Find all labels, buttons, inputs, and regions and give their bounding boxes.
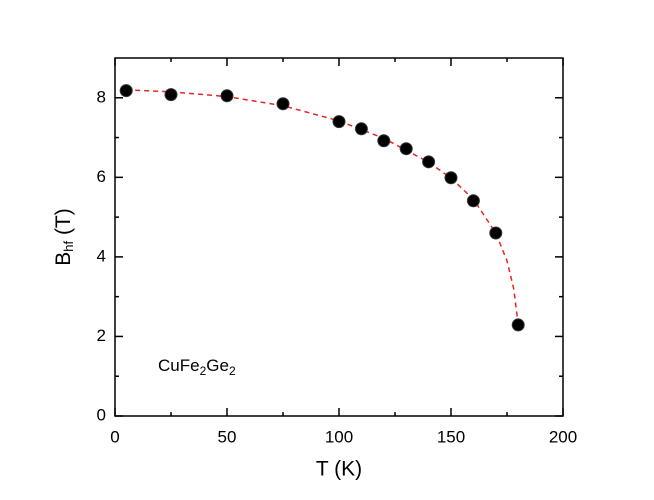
data-point [220,89,234,103]
y-tick-label: 8 [97,87,106,106]
data-point [466,194,480,208]
x-tick-label: 150 [437,427,465,446]
y-title-main: B [52,252,75,266]
data-point [119,84,133,98]
y-title-unit: (T) [52,208,75,241]
y-title-sub: hf [61,241,76,252]
data-point [164,88,178,102]
x-tick-label: 50 [218,427,237,446]
x-tick-label: 100 [325,427,353,446]
fit-line [126,89,519,325]
data-point [377,134,391,148]
data-point [422,155,436,169]
formula-sub: 2 [200,364,207,378]
y-tick-label: 0 [97,405,106,424]
formula-part: CuFe [158,356,200,375]
y-tick-label: 2 [97,326,106,345]
data-point [332,115,346,129]
data-point [276,97,290,111]
annotation: CuFe2Ge2 [158,356,236,378]
y-tick-label: 6 [97,167,106,186]
y-axis-title: Bhf (T) [52,208,77,266]
x-tick-label: 200 [549,427,577,446]
formula-part: Ge [206,356,229,375]
data-point [489,226,503,240]
x-axis-title: T (K) [316,458,362,481]
x-tick-label: 0 [110,427,119,446]
data-point [354,122,368,136]
data-point [399,142,413,156]
formula-sub: 2 [229,364,236,378]
y-tick-label: 4 [97,246,106,265]
data-point [444,171,458,185]
data-point [511,318,525,332]
